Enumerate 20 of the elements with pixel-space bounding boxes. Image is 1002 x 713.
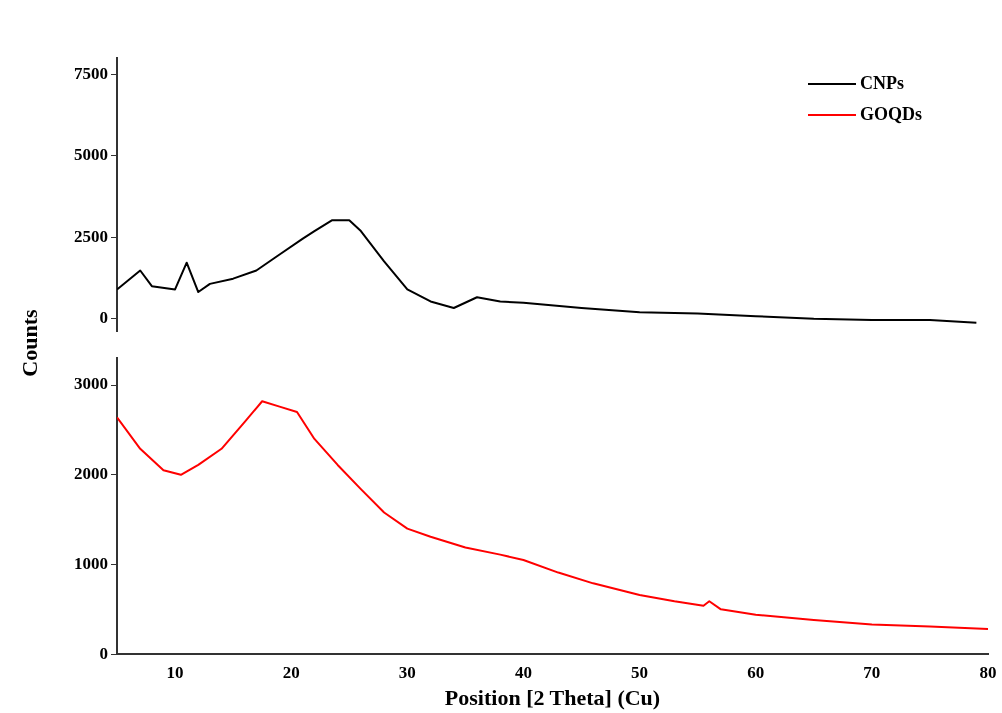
x-tick-label: 20 (282, 662, 300, 682)
y-tick-label: 2000 (74, 464, 108, 484)
y-tick-label: 5000 (74, 145, 108, 165)
x-axis-title: Position [2 Theta] (Cu) (444, 685, 661, 711)
y-tick-label: 2500 (74, 226, 108, 246)
x-tick-label: 60 (747, 662, 765, 682)
legend-label: CNPs (860, 72, 904, 93)
x-tick-label: 80 (979, 662, 997, 682)
y-tick-label: 0 (99, 308, 108, 328)
y-tick-label: 7500 (74, 63, 108, 83)
x-tick-label: 70 (863, 662, 881, 682)
text: GOQDs (860, 103, 923, 124)
y-tick-label: 1000 (74, 553, 108, 573)
y-tick-label: 0 (99, 643, 108, 663)
y-tick-label: 3000 (74, 374, 108, 394)
x-tick-label: 10 (166, 662, 184, 682)
x-tick-label: 50 (631, 662, 649, 682)
x-tick-label: 40 (514, 662, 532, 682)
x-tick-label: 30 (398, 662, 416, 682)
y-axis-title: Counts (17, 308, 43, 379)
